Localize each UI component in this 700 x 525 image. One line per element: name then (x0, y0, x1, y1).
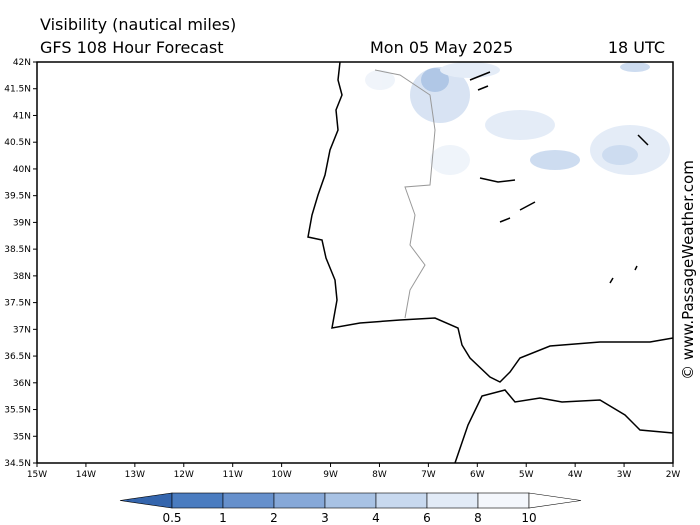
colorbar-extend-high (528, 492, 582, 509)
lat-label: 41N (13, 111, 31, 121)
colorbar-label: 0.5 (162, 511, 181, 525)
lon-label: 2W (666, 470, 681, 480)
lon-label: 11W (223, 470, 243, 480)
lon-label: 10W (271, 470, 291, 480)
time: 18 UTC (608, 38, 665, 57)
colorbar-box (426, 492, 479, 509)
lat-label: 34.5N (4, 459, 31, 469)
lat-label: 38.5N (4, 245, 31, 255)
title: Visibility (nautical miles) (40, 15, 236, 34)
lat-label: 42N (13, 58, 31, 68)
lon-label: 6W (470, 470, 485, 480)
lon-label: 15W (27, 470, 47, 480)
colorbar-box (171, 492, 224, 509)
border (374, 69, 436, 319)
map-frame (36, 61, 674, 464)
colorbar-box (222, 492, 275, 509)
lat-label: 38N (13, 272, 31, 282)
colorbar-extend-low (119, 492, 173, 509)
colorbar-box (477, 492, 530, 509)
colorbar-label: 4 (372, 511, 380, 525)
lon-label: 12W (174, 470, 194, 480)
visibility-shading (365, 62, 670, 175)
lat-label: 36N (13, 379, 31, 389)
colorbar-box (324, 492, 377, 509)
lat-label: 35.5N (4, 406, 31, 416)
lon-label: 9W (323, 470, 338, 480)
colorbar-label: 6 (423, 511, 431, 525)
lat-label: 40N (13, 165, 31, 175)
lat-label: 37.5N (4, 299, 31, 309)
lon-label: 3W (617, 470, 632, 480)
colorbar-label: 3 (321, 511, 329, 525)
colorbar-box (375, 492, 428, 509)
lat-label: 36.5N (4, 352, 31, 362)
coastline (307, 61, 674, 464)
lat-label: 39.5N (4, 192, 31, 202)
lat-label: 35N (13, 432, 31, 442)
lat-label: 40.5N (4, 138, 31, 148)
lat-label: 37N (13, 325, 31, 335)
lon-label: 8W (372, 470, 387, 480)
lon-label: 5W (519, 470, 534, 480)
colorbar-label: 10 (521, 511, 536, 525)
lon-label: 14W (76, 470, 96, 480)
watermark: © www.PassageWeather.com (679, 160, 697, 380)
date: Mon 05 May 2025 (370, 38, 513, 57)
colorbar-label: 1 (219, 511, 227, 525)
lon-label: 4W (568, 470, 583, 480)
colorbar-label: 2 (270, 511, 278, 525)
colorbar-label: 8 (474, 511, 482, 525)
lon-label: 7W (421, 470, 436, 480)
colorbar-box (273, 492, 326, 509)
lat-label: 39N (13, 218, 31, 228)
model: GFS 108 Hour Forecast (40, 38, 224, 57)
lat-label: 41.5N (4, 85, 31, 95)
lon-label: 13W (125, 470, 145, 480)
